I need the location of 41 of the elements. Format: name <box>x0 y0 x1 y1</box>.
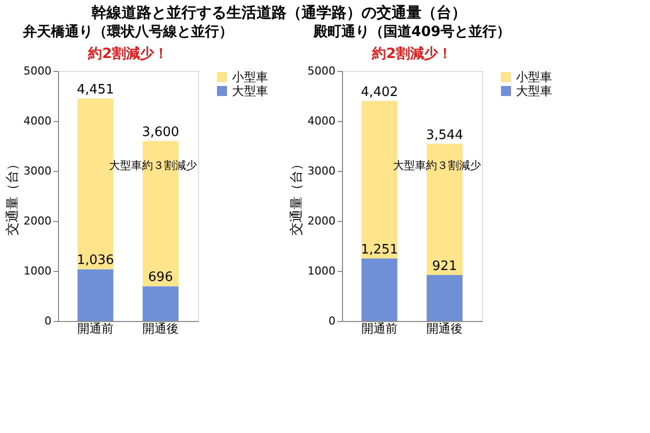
data-label: 921 <box>432 258 457 274</box>
x-tick-label: 開通後 <box>426 322 463 336</box>
x-tick-label: 開通前 <box>77 322 114 336</box>
text: 幹線道路と並行する生活道路（通学路）の交通量（台） <box>92 4 467 22</box>
y-tick-label: 4000 <box>308 114 336 128</box>
total-label: 4,402 <box>360 84 398 100</box>
data-label: 1,036 <box>76 253 114 268</box>
y-tick-label: 1000 <box>24 264 52 278</box>
total-label: 3,600 <box>142 125 180 140</box>
y-tick-label: 5000 <box>308 64 336 78</box>
bar <box>362 258 398 321</box>
y-tick-label: 4000 <box>24 114 52 128</box>
bar <box>426 274 462 321</box>
data-label: 1,251 <box>360 242 398 258</box>
y-tick-label: 2000 <box>24 214 52 228</box>
total-label: 4,451 <box>76 82 114 98</box>
x-tick-label: 開通前 <box>361 322 398 336</box>
y-tick-label: 5000 <box>24 64 52 78</box>
total-label: 3,544 <box>426 128 464 143</box>
annotation: 大型車約３割減少 <box>109 159 197 172</box>
y-tick-label: 3000 <box>24 164 52 178</box>
legend-label: 小型車 <box>232 70 268 84</box>
chart-title: 弁天橋通り（環状八号線と並行） <box>22 23 233 40</box>
chart-title: 殿町通り（国道409号と並行） <box>312 23 511 40</box>
y-axis-title: 交通量（台） <box>4 158 21 236</box>
legend-label: 大型車 <box>516 84 552 98</box>
text: 約2割減少！ <box>87 45 168 62</box>
legend-label: 小型車 <box>516 70 552 84</box>
annotation: 大型車約３割減少 <box>393 159 481 172</box>
y-tick-label: 0 <box>328 314 336 328</box>
y-tick-label: 0 <box>44 314 52 328</box>
bar <box>78 269 114 321</box>
y-tick-label: 2000 <box>308 214 336 228</box>
y-axis-title: 交通量（台） <box>288 158 305 236</box>
y-tick-label: 3000 <box>308 164 336 178</box>
text: 約2割減少！ <box>371 45 452 62</box>
bar <box>142 286 178 321</box>
legend-label: 大型車 <box>232 84 268 98</box>
y-tick-label: 1000 <box>308 264 336 278</box>
x-tick-label: 開通後 <box>142 322 179 336</box>
data-label: 696 <box>148 270 173 286</box>
